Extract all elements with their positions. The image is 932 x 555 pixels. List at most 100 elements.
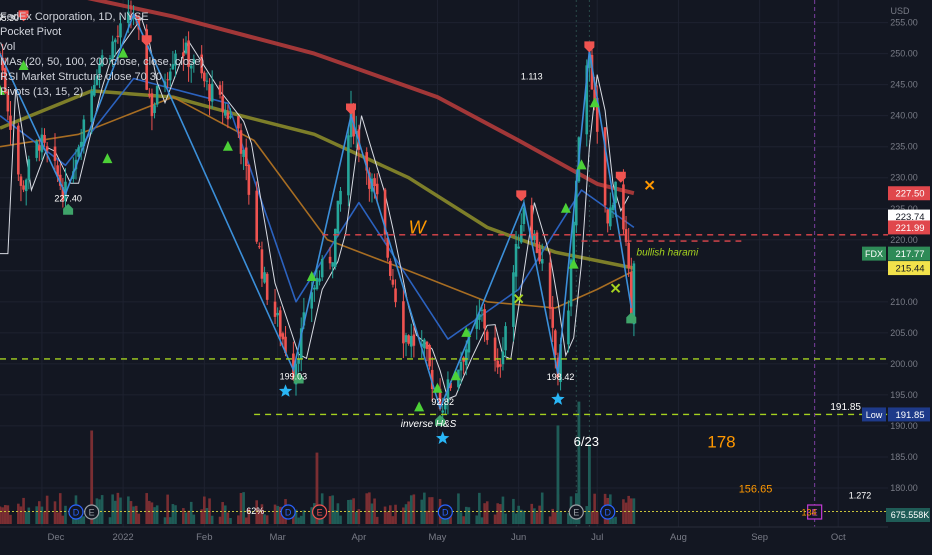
event-letter: E xyxy=(317,508,323,518)
price-tick-label: 190.00 xyxy=(890,421,918,431)
candle-body xyxy=(205,80,209,82)
volume-bar xyxy=(223,505,227,524)
candle-body xyxy=(145,29,148,90)
volume-bar xyxy=(129,501,133,524)
volume-bar xyxy=(79,514,83,524)
pivot-high-marker xyxy=(346,103,357,115)
candle-body xyxy=(485,331,489,341)
candle-body xyxy=(3,67,7,94)
candle-body xyxy=(189,65,193,69)
volume-bar xyxy=(166,494,169,524)
volume-bar xyxy=(559,511,562,524)
candle-body xyxy=(540,259,544,264)
volume-bar xyxy=(404,504,408,524)
candle-body xyxy=(98,63,101,74)
triangle-up-marker xyxy=(306,271,317,282)
volume-bar xyxy=(297,517,300,524)
time-tick-label: 2022 xyxy=(113,532,134,543)
candle-body xyxy=(632,263,636,325)
candle-body xyxy=(331,262,334,267)
triangle-up-marker xyxy=(589,97,600,108)
candle-body xyxy=(535,232,539,253)
volume-bar xyxy=(467,507,471,524)
volume-bar xyxy=(459,512,463,524)
volume-bar xyxy=(17,503,20,524)
volume-bar xyxy=(522,510,526,524)
volume-bar xyxy=(629,498,633,524)
event-letter: D xyxy=(442,508,449,518)
volume-bar xyxy=(22,497,25,524)
indicator-mas[interactable]: MAs (20, 50, 100, 200 close, close, clos… xyxy=(0,56,205,68)
event-letter: D xyxy=(285,508,292,518)
indicator-rsi[interactable]: RSI Market Structure close 70 30 xyxy=(0,71,163,83)
candle-body xyxy=(430,369,434,390)
volume-bar xyxy=(441,517,444,524)
volume-bar xyxy=(627,495,630,524)
candle-body xyxy=(533,233,536,240)
candle-body xyxy=(530,205,534,241)
price-tag-value: 215.44 xyxy=(895,264,924,275)
candle-body xyxy=(609,207,612,227)
x-marker xyxy=(610,283,621,293)
price-label: 92.82 xyxy=(431,397,454,407)
volume-bar xyxy=(318,517,321,524)
chart-title[interactable]: FedEx Corporation, 1D, NYSE xyxy=(0,11,149,23)
candle-body xyxy=(501,351,505,365)
candle-body xyxy=(58,174,62,186)
chart-labels: 255.30 227.40 199.03 92.82 198.42 1.113 Wbulli… xyxy=(0,13,871,518)
candle-body xyxy=(425,341,429,349)
candle-body xyxy=(153,105,156,114)
candle-body xyxy=(478,314,481,320)
symbol-tag xyxy=(862,246,886,261)
volume-bar xyxy=(530,503,534,524)
annotation-label: 62% xyxy=(246,506,264,516)
volume-bar xyxy=(19,506,23,524)
candle-body xyxy=(137,17,141,30)
candle-body xyxy=(260,249,264,279)
volume-bar xyxy=(551,508,555,524)
volume-bar xyxy=(210,515,214,524)
candle-body xyxy=(129,15,133,20)
candle-body xyxy=(373,178,376,187)
volume-bar xyxy=(182,508,185,524)
event-letter: E xyxy=(573,508,579,518)
candle-body xyxy=(368,172,371,189)
time-tick-label: Feb xyxy=(196,532,212,543)
pivot-high-marker xyxy=(516,190,527,202)
candle-body xyxy=(467,331,471,353)
price-tag-value: 223.74 xyxy=(895,212,924,223)
annotation-label: 178 xyxy=(707,433,735,452)
volume-bar xyxy=(622,499,625,524)
dividend-event-icon xyxy=(600,504,616,520)
indicator-pivots[interactable]: Pivots (13, 15, 2) xyxy=(0,86,84,98)
indicator-legend: FedEx Corporation, 1D, NYSE Pocket Pivot… xyxy=(0,10,204,100)
volume-bar xyxy=(150,502,154,524)
candle-body xyxy=(93,85,96,96)
candle-body xyxy=(24,179,28,192)
candle-body xyxy=(95,75,99,86)
candle-body xyxy=(347,135,350,196)
volume-bar xyxy=(203,496,206,524)
candle-body xyxy=(218,85,222,95)
triangle-up-marker xyxy=(461,326,472,337)
pivot-low-marker xyxy=(63,203,74,215)
indicator-pocket-pivot[interactable]: Pocket Pivot xyxy=(0,26,62,38)
candle-body xyxy=(166,79,169,81)
candle-body xyxy=(522,207,526,224)
volume-bar xyxy=(24,511,28,524)
pivot-high-marker xyxy=(18,10,29,22)
volume-bar xyxy=(593,493,596,524)
volume-bar xyxy=(1,507,4,524)
price-tick-label: 230.00 xyxy=(890,173,918,183)
ma-fast-line xyxy=(0,17,630,400)
candle-body xyxy=(116,35,120,37)
price-tick-label: 250.00 xyxy=(890,49,918,59)
candle-body xyxy=(43,135,46,143)
price-tick-label: 180.00 xyxy=(890,483,918,493)
volume-bar xyxy=(533,508,536,524)
volume-bar xyxy=(540,492,544,524)
indicator-vol[interactable]: Vol xyxy=(0,41,16,53)
time-tick-label: Apr xyxy=(351,532,366,543)
